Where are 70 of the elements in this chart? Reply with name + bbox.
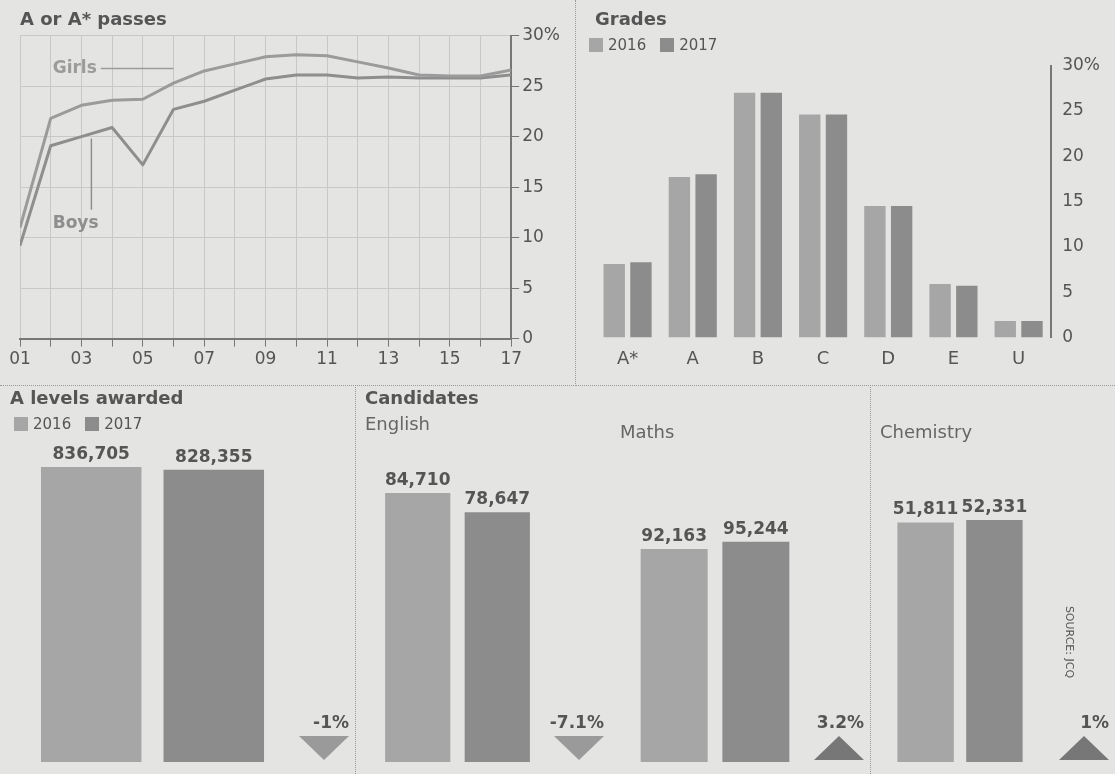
x-tick-label: 11: [316, 348, 338, 369]
text: 3.2%: [816, 711, 864, 732]
y-tick-label: 15: [522, 175, 544, 196]
chart-title: A levels awarded: [10, 387, 184, 409]
y-tick-label: 20: [522, 125, 544, 146]
legend-label: 2017: [104, 414, 143, 433]
x-tick-label: 05: [131, 348, 154, 369]
x-tick-label: A*: [616, 346, 639, 368]
legend-label: Girls: [52, 56, 97, 77]
bar: [603, 264, 625, 338]
y-tick-label: 0: [522, 327, 534, 348]
bar: [994, 321, 1016, 338]
data-label: 95,244: [723, 517, 789, 538]
bar: [1021, 321, 1043, 338]
data-label: 828,355: [175, 445, 253, 466]
bar: [929, 283, 951, 338]
y-tick-label: 30%: [522, 24, 561, 45]
y-tick-label: 30%: [1062, 54, 1101, 75]
text: 1%: [1080, 711, 1109, 732]
x-tick-label: C: [816, 346, 830, 368]
bar: [825, 114, 848, 338]
chart-subtitle: Chemistry: [880, 421, 973, 443]
bar: [799, 114, 821, 338]
x-tick-label: E: [947, 346, 960, 368]
x-tick-label: 07: [193, 348, 216, 369]
x-tick-label: B: [751, 346, 765, 368]
chart-subtitle: Maths: [620, 421, 675, 443]
bar: [890, 206, 913, 338]
legend-label: 2017: [679, 35, 718, 54]
data-label: 92,163: [641, 524, 707, 545]
x-tick-label: D: [881, 346, 896, 368]
bar: [864, 206, 886, 338]
y-tick-label: 10: [1062, 235, 1084, 256]
x-tick-label: 17: [500, 348, 523, 369]
bar: [760, 92, 782, 338]
chart-title: Grades: [595, 8, 667, 30]
series-label: Boys: [52, 212, 99, 233]
data-label: 84,710: [384, 468, 451, 489]
x-tick-label: 03: [70, 348, 93, 369]
data-label: 78,647: [464, 488, 531, 509]
bar: [630, 262, 652, 338]
bar: [733, 92, 756, 338]
data-label: 52,331: [961, 495, 1028, 516]
x-tick-label: 13: [377, 348, 400, 369]
x-tick-label: U: [1012, 346, 1026, 368]
y-tick-label: 25: [522, 74, 544, 95]
text: -7.1%: [549, 711, 604, 732]
y-tick-label: 15: [1062, 189, 1084, 210]
y-tick-label: 0: [1062, 325, 1074, 346]
legend-label: 2016: [608, 35, 647, 54]
bar: [668, 177, 691, 338]
y-tick-label: 5: [1062, 280, 1074, 301]
source-note: SOURCE: JCQ: [1062, 605, 1076, 679]
y-tick-label: 20: [1062, 144, 1084, 165]
bar: [956, 285, 978, 338]
text: -1%: [313, 711, 349, 732]
x-tick-label: 09: [254, 348, 277, 369]
chart-subtitle: English: [365, 413, 430, 435]
x-tick-label: 01: [9, 348, 31, 369]
chart-title: Candidates: [365, 387, 479, 409]
y-tick-label: 25: [1062, 99, 1084, 120]
x-tick-label: 15: [438, 348, 461, 369]
x-tick-label: A: [686, 346, 700, 368]
y-tick-label: 10: [522, 226, 544, 247]
chart-title: A or A* passes: [20, 8, 167, 30]
bar: [695, 174, 717, 338]
data-label: 836,705: [52, 442, 130, 463]
data-label: 51,811: [892, 498, 959, 519]
y-tick-label: 5: [522, 276, 534, 297]
legend-label: 2016: [33, 414, 72, 433]
